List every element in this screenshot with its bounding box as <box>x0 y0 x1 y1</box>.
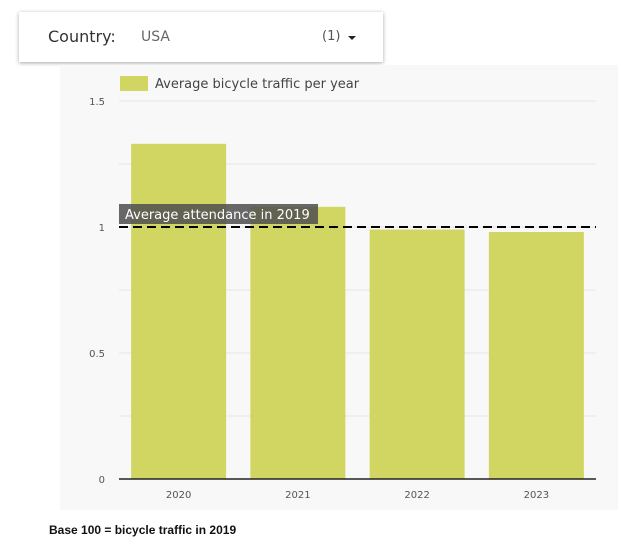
x-tick-label: 2020 <box>166 490 191 501</box>
bar-2021[interactable] <box>250 206 346 479</box>
reference-label-bg <box>119 204 318 224</box>
bar-2023[interactable] <box>488 232 584 479</box>
footnote: Base 100 = bicycle traffic in 2019 <box>49 523 237 537</box>
caret-down-icon[interactable] <box>348 36 356 40</box>
x-tick-label: 2022 <box>404 490 429 501</box>
filter-value: USA <box>141 29 170 45</box>
reference-label: Average attendance in 2019 <box>125 208 310 223</box>
x-tick-label: 2021 <box>285 490 310 501</box>
country-filter[interactable]: Country: USA (1) <box>19 12 383 62</box>
filter-count: (1) <box>322 29 341 44</box>
legend-swatch <box>120 76 148 91</box>
y-tick-label: 0.5 <box>89 349 105 360</box>
x-tick-label: 2023 <box>524 490 549 501</box>
legend-label: Average bicycle traffic per year <box>155 77 360 92</box>
bar-2022[interactable] <box>369 229 465 479</box>
y-tick-label: 1.5 <box>89 97 105 108</box>
filter-label: Country: <box>48 27 116 46</box>
y-tick-label: 1 <box>99 223 105 234</box>
bar-2020[interactable] <box>131 143 227 479</box>
y-tick-label: 0 <box>99 475 105 486</box>
